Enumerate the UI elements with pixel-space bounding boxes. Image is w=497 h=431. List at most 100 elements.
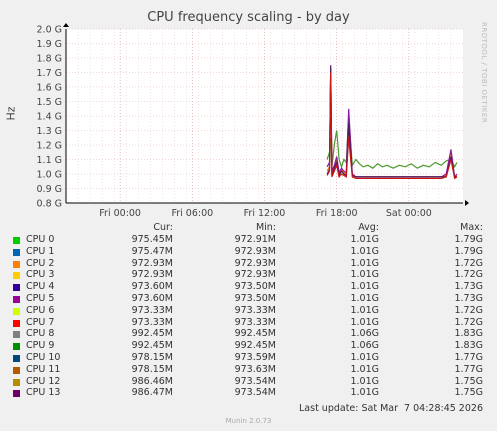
- legend-swatch: [13, 260, 20, 268]
- legend-max: 1.72G: [454, 269, 483, 281]
- legend-name: CPU 1: [26, 245, 55, 257]
- x-tick-label: Sat 00:00: [386, 208, 432, 219]
- legend-name: CPU 8: [26, 328, 55, 340]
- x-tick-label: Fri 00:00: [99, 208, 141, 219]
- y-tick-label: 1.5 G: [37, 97, 63, 108]
- legend-cur: 973.60M: [131, 281, 173, 293]
- legend-min: 973.63M: [234, 363, 276, 375]
- legend-row: CPU 2 972.93M 972.93M 1.01G 1.72G: [0, 258, 497, 270]
- legend-max: 1.72G: [454, 257, 483, 269]
- legend-swatch: [13, 390, 20, 398]
- legend-avg: 1.01G: [350, 245, 379, 257]
- legend-name: CPU 6: [26, 304, 55, 316]
- legend-avg: 1.01G: [350, 281, 379, 293]
- legend-name: CPU 9: [26, 340, 55, 352]
- legend-row: CPU 6 973.33M 973.33M 1.01G 1.72G: [0, 305, 497, 317]
- legend-max: 1.75G: [454, 387, 483, 399]
- legend-max: 1.77G: [454, 363, 483, 375]
- legend-row: CPU 1 975.47M 972.93M 1.01G 1.79G: [0, 246, 497, 258]
- legend-name: CPU 11: [26, 363, 61, 375]
- legend-row: CPU 4 973.60M 973.50M 1.01G 1.73G: [0, 281, 497, 293]
- legend-swatch: [13, 272, 20, 280]
- y-tick-label: 0.9 G: [37, 184, 63, 195]
- legend-max: 1.73G: [454, 281, 483, 293]
- legend-row: CPU 12 986.46M 973.54M 1.01G 1.75G: [0, 376, 497, 388]
- legend-swatch: [13, 366, 20, 374]
- x-tick-label: Fri 18:00: [316, 208, 358, 219]
- legend-swatch: [13, 307, 20, 315]
- x-tick-label: Fri 06:00: [171, 208, 213, 219]
- legend-header-cur: Cur:: [153, 222, 173, 233]
- series-line: [326, 115, 458, 169]
- legend-min: 973.50M: [234, 281, 276, 293]
- y-tick-label: 1.7 G: [37, 68, 63, 79]
- legend-cur: 975.45M: [131, 234, 173, 245]
- legend-row: CPU 9 992.45M 992.45M 1.06G 1.83G: [0, 340, 497, 352]
- legend-row: CPU 10 978.15M 973.59M 1.01G 1.77G: [0, 352, 497, 364]
- legend-name: CPU 5: [26, 293, 55, 304]
- legend-name: CPU 12: [26, 375, 61, 387]
- legend-avg: 1.01G: [350, 352, 379, 363]
- x-axis-arrow: [465, 200, 469, 206]
- legend-avg: 1.01G: [350, 304, 379, 316]
- legend-cur: 973.60M: [131, 293, 173, 304]
- legend-cur: 975.47M: [131, 245, 173, 257]
- legend-header: Cur: Min: Avg: Max:: [0, 222, 497, 234]
- legend-row: CPU 5 973.60M 973.50M 1.01G 1.73G: [0, 293, 497, 305]
- legend-min: 973.50M: [234, 293, 276, 304]
- y-tick-label: 1.2 G: [37, 141, 63, 152]
- legend-cur: 972.93M: [131, 269, 173, 281]
- legend-header-min: Min:: [255, 222, 276, 233]
- y-tick-label: 1.1 G: [37, 155, 63, 166]
- legend-max: 1.83G: [454, 328, 483, 340]
- legend-name: CPU 0: [26, 234, 55, 245]
- legend-swatch: [13, 331, 20, 339]
- legend-name: CPU 3: [26, 269, 55, 281]
- legend-swatch: [13, 284, 20, 292]
- x-tick-label: Fri 12:00: [244, 208, 286, 219]
- legend-avg: 1.01G: [350, 269, 379, 281]
- legend-header-max: Max:: [460, 222, 483, 233]
- legend-row: CPU 13 986.47M 973.54M 1.01G 1.75G: [0, 387, 497, 399]
- legend-cur: 986.46M: [131, 375, 173, 387]
- legend-max: 1.72G: [454, 316, 483, 328]
- y-tick-label: 1.4 G: [37, 112, 63, 123]
- legend-name: CPU 2: [26, 257, 55, 269]
- legend-name: CPU 13: [26, 387, 61, 399]
- y-tick-label: 1.3 G: [37, 126, 63, 137]
- y-tick-label: 2.0 G: [37, 25, 63, 36]
- legend-min: 972.93M: [234, 257, 276, 269]
- legend-row: CPU 7 973.33M 973.33M 1.01G 1.72G: [0, 317, 497, 329]
- y-tick-label: 1.8 G: [37, 54, 63, 65]
- legend-max: 1.79G: [454, 245, 483, 257]
- legend-avg: 1.01G: [350, 293, 379, 304]
- legend-swatch: [13, 343, 20, 351]
- legend-cur: 973.33M: [131, 316, 173, 328]
- munin-footer: Munin 2.0.73: [225, 417, 272, 425]
- legend-max: 1.77G: [454, 352, 483, 363]
- series-line: [326, 72, 458, 180]
- legend-swatch: [13, 237, 20, 244]
- legend-swatch: [13, 296, 20, 303]
- legend-avg: 1.06G: [350, 328, 379, 340]
- legend-min: 973.54M: [234, 387, 276, 399]
- legend-name: CPU 10: [26, 352, 61, 363]
- legend-max: 1.73G: [454, 293, 483, 304]
- legend-cur: 973.33M: [131, 304, 173, 316]
- legend-avg: 1.01G: [350, 363, 379, 375]
- legend-min: 973.33M: [234, 316, 276, 328]
- legend-avg: 1.06G: [350, 340, 379, 352]
- legend-swatch: [13, 248, 20, 256]
- legend-min: 973.59M: [234, 352, 276, 363]
- rrdtool-watermark: RRDTOOL / TOBI OETIKER: [480, 22, 488, 124]
- legend-avg: 1.01G: [350, 257, 379, 269]
- last-update: Last update: Sat Mar 7 04:28:45 2026: [299, 403, 483, 414]
- legend-swatch: [13, 355, 20, 362]
- legend-min: 972.93M: [234, 245, 276, 257]
- legend-row: CPU 3 972.93M 972.93M 1.01G 1.72G: [0, 269, 497, 281]
- legend-min: 973.54M: [234, 375, 276, 387]
- legend-swatch: [13, 378, 20, 386]
- legend-min: 992.45M: [234, 328, 276, 340]
- y-tick-label: 1.6 G: [37, 83, 63, 94]
